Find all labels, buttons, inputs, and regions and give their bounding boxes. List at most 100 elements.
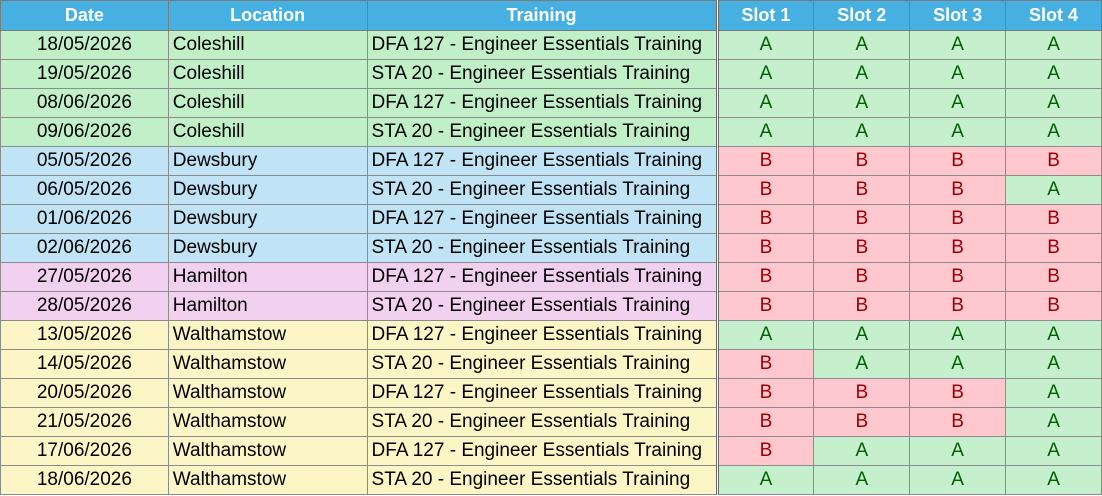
cell-training[interactable]: DFA 127 - Engineer Essentials Training: [366, 320, 719, 350]
cell-slot-2[interactable]: A: [813, 349, 911, 379]
cell-location[interactable]: Coleshill: [167, 88, 368, 118]
cell-slot-1[interactable]: B: [716, 175, 815, 205]
cell-slot-2[interactable]: A: [813, 30, 911, 60]
cell-slot-4[interactable]: B: [1005, 233, 1102, 263]
cell-slot-2[interactable]: A: [813, 436, 911, 466]
header-training[interactable]: Training: [366, 0, 719, 31]
cell-location[interactable]: Hamilton: [167, 262, 368, 292]
cell-date[interactable]: 21/05/2026: [0, 407, 169, 437]
cell-location[interactable]: Walthamstow: [167, 407, 368, 437]
cell-training[interactable]: DFA 127 - Engineer Essentials Training: [366, 262, 719, 292]
cell-slot-2[interactable]: B: [813, 204, 911, 234]
cell-training[interactable]: DFA 127 - Engineer Essentials Training: [366, 146, 719, 176]
cell-slot-1[interactable]: B: [716, 291, 815, 321]
cell-date[interactable]: 05/05/2026: [0, 146, 169, 176]
cell-training[interactable]: DFA 127 - Engineer Essentials Training: [366, 378, 719, 408]
cell-slot-3[interactable]: A: [909, 320, 1007, 350]
cell-training[interactable]: DFA 127 - Engineer Essentials Training: [366, 436, 719, 466]
cell-training[interactable]: STA 20 - Engineer Essentials Training: [366, 465, 719, 495]
cell-slot-1[interactable]: B: [716, 146, 815, 176]
cell-date[interactable]: 01/06/2026: [0, 204, 169, 234]
cell-slot-1[interactable]: B: [716, 233, 815, 263]
cell-location[interactable]: Dewsbury: [167, 146, 368, 176]
cell-slot-3[interactable]: B: [909, 378, 1007, 408]
cell-slot-4[interactable]: A: [1005, 378, 1102, 408]
cell-slot-3[interactable]: A: [909, 436, 1007, 466]
cell-slot-2[interactable]: A: [813, 59, 911, 89]
cell-slot-2[interactable]: A: [813, 117, 911, 147]
header-date[interactable]: Date: [0, 0, 169, 31]
cell-slot-3[interactable]: B: [909, 262, 1007, 292]
cell-slot-2[interactable]: B: [813, 262, 911, 292]
cell-slot-4[interactable]: A: [1005, 349, 1102, 379]
cell-date[interactable]: 27/05/2026: [0, 262, 169, 292]
cell-slot-2[interactable]: B: [813, 291, 911, 321]
cell-slot-4[interactable]: A: [1005, 436, 1102, 466]
cell-slot-4[interactable]: A: [1005, 30, 1102, 60]
cell-location[interactable]: Walthamstow: [167, 320, 368, 350]
cell-slot-4[interactable]: B: [1005, 204, 1102, 234]
cell-training[interactable]: STA 20 - Engineer Essentials Training: [366, 291, 719, 321]
cell-slot-1[interactable]: B: [716, 262, 815, 292]
cell-training[interactable]: DFA 127 - Engineer Essentials Training: [366, 88, 719, 118]
cell-training[interactable]: STA 20 - Engineer Essentials Training: [366, 407, 719, 437]
cell-date[interactable]: 14/05/2026: [0, 349, 169, 379]
header-slot-3[interactable]: Slot 3: [909, 0, 1007, 31]
cell-slot-1[interactable]: A: [716, 88, 815, 118]
cell-slot-1[interactable]: A: [716, 465, 815, 495]
cell-training[interactable]: STA 20 - Engineer Essentials Training: [366, 117, 719, 147]
cell-date[interactable]: 02/06/2026: [0, 233, 169, 263]
header-slot-2[interactable]: Slot 2: [813, 0, 911, 31]
cell-training[interactable]: STA 20 - Engineer Essentials Training: [366, 59, 719, 89]
cell-slot-1[interactable]: B: [716, 204, 815, 234]
cell-location[interactable]: Walthamstow: [167, 349, 368, 379]
cell-location[interactable]: Dewsbury: [167, 233, 368, 263]
cell-slot-4[interactable]: A: [1005, 407, 1102, 437]
cell-location[interactable]: Dewsbury: [167, 175, 368, 205]
cell-slot-4[interactable]: A: [1005, 175, 1102, 205]
cell-slot-1[interactable]: A: [716, 59, 815, 89]
cell-slot-3[interactable]: B: [909, 407, 1007, 437]
cell-slot-3[interactable]: A: [909, 117, 1007, 147]
cell-slot-3[interactable]: A: [909, 88, 1007, 118]
cell-date[interactable]: 17/06/2026: [0, 436, 169, 466]
cell-location[interactable]: Coleshill: [167, 117, 368, 147]
cell-date[interactable]: 20/05/2026: [0, 378, 169, 408]
cell-slot-3[interactable]: A: [909, 59, 1007, 89]
cell-date[interactable]: 08/06/2026: [0, 88, 169, 118]
cell-slot-3[interactable]: A: [909, 30, 1007, 60]
cell-training[interactable]: STA 20 - Engineer Essentials Training: [366, 349, 719, 379]
cell-slot-1[interactable]: B: [716, 378, 815, 408]
cell-training[interactable]: STA 20 - Engineer Essentials Training: [366, 233, 719, 263]
cell-slot-3[interactable]: A: [909, 465, 1007, 495]
cell-slot-1[interactable]: B: [716, 436, 815, 466]
cell-slot-2[interactable]: B: [813, 378, 911, 408]
cell-slot-1[interactable]: B: [716, 349, 815, 379]
cell-slot-2[interactable]: A: [813, 465, 911, 495]
cell-slot-4[interactable]: A: [1005, 59, 1102, 89]
cell-date[interactable]: 13/05/2026: [0, 320, 169, 350]
cell-training[interactable]: STA 20 - Engineer Essentials Training: [366, 175, 719, 205]
cell-slot-1[interactable]: A: [716, 320, 815, 350]
cell-slot-4[interactable]: B: [1005, 262, 1102, 292]
cell-location[interactable]: Walthamstow: [167, 436, 368, 466]
cell-date[interactable]: 06/05/2026: [0, 175, 169, 205]
cell-slot-3[interactable]: B: [909, 291, 1007, 321]
cell-date[interactable]: 09/06/2026: [0, 117, 169, 147]
cell-location[interactable]: Walthamstow: [167, 465, 368, 495]
cell-slot-3[interactable]: B: [909, 204, 1007, 234]
cell-slot-1[interactable]: A: [716, 117, 815, 147]
cell-slot-4[interactable]: A: [1005, 117, 1102, 147]
cell-slot-4[interactable]: B: [1005, 146, 1102, 176]
cell-location[interactable]: Coleshill: [167, 59, 368, 89]
header-slot-4[interactable]: Slot 4: [1005, 0, 1102, 31]
cell-slot-4[interactable]: A: [1005, 88, 1102, 118]
cell-location[interactable]: Coleshill: [167, 30, 368, 60]
cell-training[interactable]: DFA 127 - Engineer Essentials Training: [366, 30, 719, 60]
header-slot-1[interactable]: Slot 1: [716, 0, 815, 31]
cell-date[interactable]: 28/05/2026: [0, 291, 169, 321]
cell-date[interactable]: 18/05/2026: [0, 30, 169, 60]
cell-location[interactable]: Walthamstow: [167, 378, 368, 408]
cell-slot-2[interactable]: A: [813, 88, 911, 118]
cell-date[interactable]: 18/06/2026: [0, 465, 169, 495]
